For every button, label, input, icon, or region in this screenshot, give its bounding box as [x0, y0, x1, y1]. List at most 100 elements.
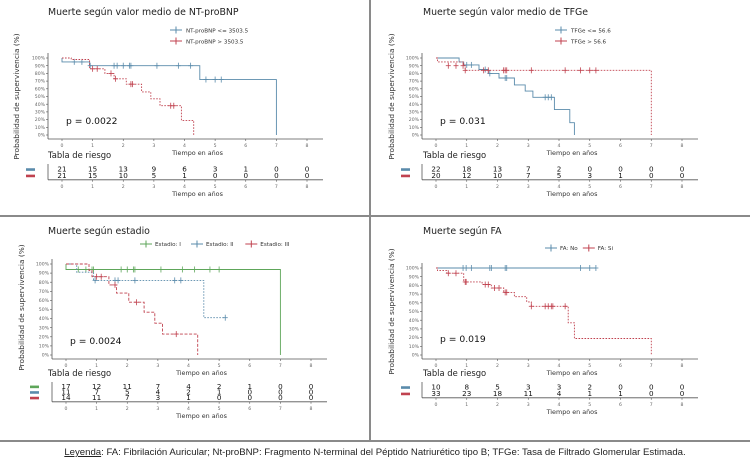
risk-table-count: 6	[182, 164, 187, 173]
y-tick-label: 80%	[35, 71, 46, 77]
risk-table-count: 3	[587, 171, 592, 180]
legend-label: NT-proBNP <= 3503.5	[186, 29, 249, 35]
risk-table-group-swatch	[30, 391, 39, 394]
risk-table-count: 0	[274, 164, 279, 173]
risk-x-tick-label: 1	[95, 406, 98, 412]
risk-table-group-swatch	[30, 396, 39, 400]
risk-x-tick-label: 7	[650, 184, 653, 190]
y-tick-label: 60%	[35, 86, 46, 92]
risk-table-count: 0	[309, 393, 314, 402]
risk-x-tick-label: 4	[183, 184, 186, 190]
risk-table-count: 20	[431, 171, 441, 180]
risk-x-tick-label: 7	[650, 402, 653, 408]
risk-x-tick-label: 2	[496, 184, 499, 190]
x-tick-label: 6	[244, 143, 247, 149]
risk-x-tick-label: 3	[527, 402, 530, 408]
risk-table-count: 0	[274, 171, 279, 180]
risk-x-tick-label: 6	[619, 402, 622, 408]
x-tick-label: 0	[61, 143, 64, 149]
risk-x-tick-label: 2	[496, 402, 499, 408]
km-panel-1: Muerte según valor medio de NT-proBNP NT-…	[12, 7, 323, 198]
risk-x-tick-label: 5	[588, 184, 591, 190]
legend-label: Estadio: II	[206, 242, 234, 248]
x-tick-label: 4	[558, 143, 561, 149]
bottom-divider	[0, 440, 750, 442]
risk-x-tick-label: 5	[214, 184, 217, 190]
x-tick-label: 8	[310, 363, 313, 369]
risk-table-count: 5	[557, 171, 562, 180]
y-tick-label: 40%	[35, 102, 46, 108]
risk-table-count: 0	[649, 164, 654, 173]
y-tick-label: 30%	[39, 325, 50, 331]
risk-table-count: 12	[92, 382, 101, 391]
figure-caption: Leyenda: FA: Fibrilación Auricular; Nt-p…	[0, 447, 750, 458]
risk-table-group-swatch	[401, 386, 410, 389]
y-tick-label: 40%	[39, 316, 50, 322]
risk-table-count: 0	[309, 382, 314, 391]
x-tick-label: 2	[122, 143, 125, 149]
risk-table-count: 11	[123, 382, 132, 391]
risk-x-tick-label: 0	[65, 406, 68, 412]
legend-label: FA: Si	[598, 246, 614, 252]
y-tick-label: 20%	[35, 117, 46, 123]
risk-table-count: 3	[213, 164, 218, 173]
p-value: p = 0.0024	[70, 336, 122, 347]
risk-table-count: 1	[217, 387, 222, 396]
x-tick-label: 1	[465, 143, 468, 149]
x-tick-label: 1	[95, 363, 98, 369]
x-tick-label: 8	[681, 143, 684, 149]
risk-table-count: 0	[618, 382, 623, 391]
x-tick-label: 5	[588, 363, 591, 369]
risk-table-count: 1	[186, 393, 191, 402]
x-tick-label: 0	[65, 363, 68, 369]
y-tick-label: 100%	[32, 56, 46, 62]
x-tick-label: 5	[588, 143, 591, 149]
x-tick-label: 6	[619, 143, 622, 149]
y-tick-label: 30%	[409, 110, 420, 116]
y-tick-label: 10%	[409, 125, 420, 131]
risk-table-count: 12	[462, 171, 471, 180]
chart-title: Muerte según estadio	[48, 226, 150, 237]
vertical-divider	[369, 0, 371, 441]
y-tick-label: 0%	[38, 133, 46, 139]
risk-table-count: 1	[247, 382, 252, 391]
risk-table-count: 2	[186, 387, 191, 396]
y-tick-label: 70%	[409, 292, 420, 298]
risk-x-tick-label: 7	[275, 184, 278, 190]
risk-table-count: 0	[243, 171, 248, 180]
risk-table-x-label: Tiempo en años	[175, 412, 228, 420]
y-tick-label: 30%	[35, 110, 46, 116]
risk-table-count: 1	[243, 164, 248, 173]
risk-table-count: 0	[587, 164, 592, 173]
risk-table-count: 15	[88, 164, 97, 173]
x-tick-label: 3	[527, 363, 530, 369]
risk-x-tick-label: 8	[681, 402, 684, 408]
risk-table-count: 5	[152, 171, 157, 180]
survival-curve-2	[66, 263, 226, 319]
y-tick-label: 70%	[409, 79, 420, 85]
risk-x-tick-label: 8	[681, 184, 684, 190]
risk-x-tick-label: 6	[244, 184, 247, 190]
x-tick-label: 2	[126, 363, 129, 369]
y-tick-label: 80%	[39, 280, 50, 286]
horizontal-divider	[0, 215, 750, 217]
risk-table-title: Tabla de riesgo	[47, 150, 111, 160]
risk-table-count: 23	[462, 389, 471, 398]
x-tick-label: 6	[619, 363, 622, 369]
y-tick-label: 10%	[35, 125, 46, 131]
p-value: p = 0.031	[440, 116, 486, 127]
risk-table-count: 0	[680, 389, 685, 398]
y-axis-label: Probabilidad de supervivencia (%)	[17, 244, 26, 370]
risk-table-count: 8	[464, 382, 469, 391]
risk-table-count: 13	[119, 164, 128, 173]
risk-table-count: 0	[680, 171, 685, 180]
y-tick-label: 100%	[406, 266, 420, 272]
risk-table-count: 3	[156, 393, 161, 402]
y-tick-label: 60%	[409, 300, 420, 306]
x-tick-label: 3	[527, 143, 530, 149]
risk-x-tick-label: 1	[465, 184, 468, 190]
risk-table-count: 1	[182, 171, 187, 180]
risk-table-count: 0	[649, 389, 654, 398]
risk-x-tick-label: 5	[218, 406, 221, 412]
y-tick-label: 100%	[406, 56, 420, 62]
